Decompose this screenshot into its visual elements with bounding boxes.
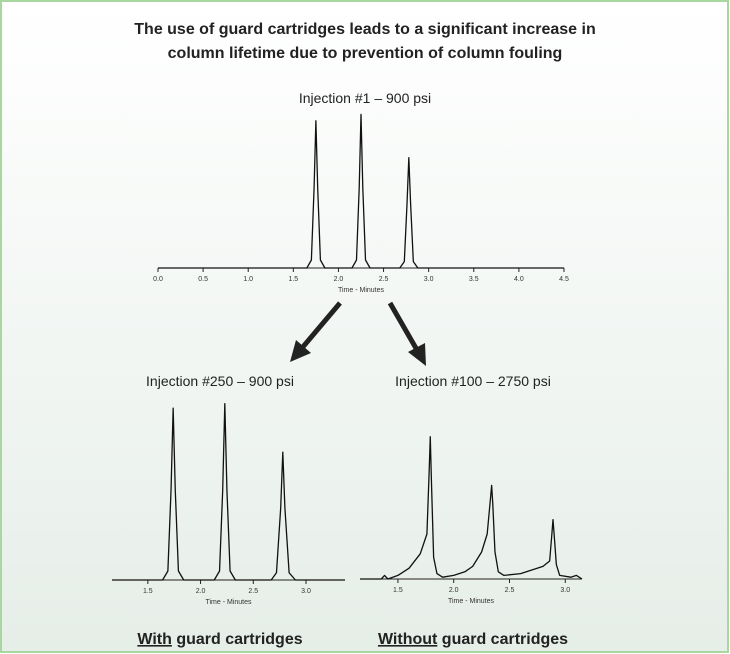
caption-text: guard cartridges bbox=[437, 631, 568, 648]
x-axis-label: Time - Minutes bbox=[205, 599, 252, 606]
chart-title: Injection #1 – 900 psi bbox=[299, 90, 431, 106]
x-tick-label: 0.0 bbox=[153, 276, 163, 283]
caption: Without guard cartridges bbox=[378, 631, 568, 648]
title-line: column lifetime due to prevention of col… bbox=[168, 45, 563, 62]
arrow bbox=[387, 301, 426, 366]
arrow bbox=[290, 301, 342, 362]
x-tick-label: 3.0 bbox=[424, 276, 434, 283]
caption-text: guard cartridges bbox=[172, 631, 303, 648]
x-tick-label: 3.0 bbox=[301, 588, 311, 595]
x-tick-label: 2.5 bbox=[379, 276, 389, 283]
x-tick-label: 3.0 bbox=[560, 587, 570, 594]
x-tick-label: 1.5 bbox=[288, 276, 298, 283]
chromatogram-line bbox=[158, 113, 564, 269]
x-tick-label: 2.0 bbox=[196, 588, 206, 595]
x-tick-label: 0.5 bbox=[198, 276, 208, 283]
x-axis-label: Time - Minutes bbox=[338, 287, 385, 294]
x-tick-label: 1.5 bbox=[143, 588, 153, 595]
x-tick-label: 2.0 bbox=[334, 276, 344, 283]
chart-title: Injection #250 – 900 psi bbox=[146, 373, 294, 389]
caption-emphasis: With bbox=[137, 631, 172, 648]
caption: With guard cartridges bbox=[137, 631, 302, 648]
chromatogram-line bbox=[360, 436, 583, 580]
chart-title: Injection #100 – 2750 psi bbox=[395, 373, 551, 389]
x-tick-label: 2.5 bbox=[248, 588, 258, 595]
x-tick-label: 1.5 bbox=[393, 587, 403, 594]
x-tick-label: 4.0 bbox=[514, 276, 524, 283]
x-tick-label: 3.5 bbox=[469, 276, 479, 283]
caption-emphasis: Without bbox=[378, 631, 438, 648]
x-tick-label: 1.0 bbox=[243, 276, 253, 283]
x-tick-label: 2.0 bbox=[449, 587, 459, 594]
title-line: The use of guard cartridges leads to a s… bbox=[134, 21, 595, 38]
x-tick-label: 2.5 bbox=[505, 587, 515, 594]
x-axis-label: Time - Minutes bbox=[448, 598, 495, 605]
x-tick-label: 4.5 bbox=[559, 276, 569, 283]
chromatogram-line bbox=[112, 402, 345, 581]
